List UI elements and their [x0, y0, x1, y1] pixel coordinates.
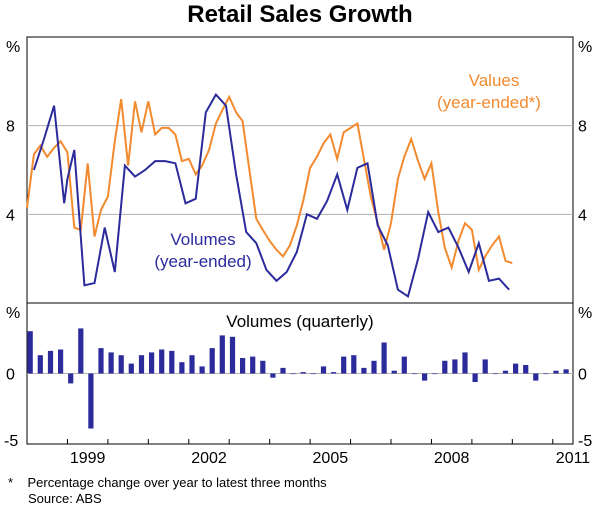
y-tick-label-left-4: 4: [6, 207, 15, 224]
top-panel-y-ticks: 4 4 8 8: [6, 119, 587, 225]
values-line: [26, 94, 513, 274]
bar-24: [270, 373, 276, 378]
bar-46: [492, 373, 498, 375]
x-tick-label-2008: 2008: [434, 450, 470, 467]
bar-4: [68, 373, 74, 384]
bar-18: [209, 348, 215, 374]
x-tick-label-2011: 2011: [556, 450, 591, 467]
bar-13: [159, 349, 165, 374]
bar-0: [27, 331, 33, 374]
bar-40: [432, 373, 438, 375]
bottom-panel-y-ticks: -5 -5 0 0: [4, 367, 592, 451]
bar-53: [563, 369, 569, 374]
bar-35: [381, 342, 387, 374]
values-sublabel: (year-ended*): [437, 93, 541, 112]
y-tick-label-left-8: 8: [6, 119, 15, 136]
values-label: Values: [469, 71, 520, 90]
bar-8: [108, 352, 114, 374]
volumes-sublabel: (year-ended): [154, 252, 251, 271]
bar-37: [401, 356, 407, 374]
top-right-unit: %: [578, 39, 592, 56]
bottom-right-unit: %: [578, 305, 592, 322]
bar-10: [128, 363, 134, 374]
footnote: * Percentage change over year to latest …: [8, 475, 327, 490]
bar-43: [462, 352, 468, 374]
bar-30: [331, 372, 337, 374]
bar-45: [482, 359, 488, 374]
x-tick-label-2002: 2002: [191, 450, 227, 467]
bar-42: [452, 359, 458, 374]
bar-34: [371, 360, 377, 374]
bar-5: [78, 328, 84, 374]
bar-52: [553, 370, 559, 374]
chart-title: Retail Sales Growth: [187, 1, 412, 28]
bottom-y-tick-right--5: -5: [578, 433, 592, 450]
bar-27: [300, 372, 306, 374]
bottom-y-tick-left-0: 0: [6, 367, 15, 384]
top-left-unit: %: [6, 39, 20, 56]
bar-1: [37, 355, 43, 374]
bar-49: [523, 365, 529, 374]
top-panel-gridlines: [27, 125, 573, 215]
bar-36: [391, 370, 397, 374]
bottom-left-unit: %: [6, 305, 20, 322]
bar-41: [442, 360, 448, 374]
x-tick-label-1999: 1999: [70, 450, 106, 467]
bar-16: [189, 355, 195, 374]
y-tick-label-right-4: 4: [578, 207, 587, 224]
x-axis: 1999 2002 2005 2008 2011: [26, 439, 591, 467]
bar-38: [411, 373, 418, 375]
quarterly-panel-label: Volumes (quarterly): [226, 312, 373, 331]
bar-2: [47, 350, 54, 374]
bar-21: [240, 358, 246, 374]
bottom-y-tick-left--5: -5: [4, 433, 18, 450]
source-note: Source: ABS: [28, 491, 102, 506]
bar-22: [250, 356, 256, 374]
bar-15: [179, 362, 185, 374]
bar-47: [502, 370, 509, 374]
volumes-line: [32, 92, 510, 299]
x-tick-label-2005: 2005: [313, 450, 349, 467]
bar-9: [118, 355, 124, 374]
bar-19: [219, 335, 225, 374]
bar-29: [320, 366, 327, 374]
bar-3: [58, 349, 64, 374]
bar-44: [472, 373, 478, 382]
bottom-y-tick-right-0: 0: [578, 367, 587, 384]
bar-26: [290, 373, 296, 375]
bar-17: [199, 366, 205, 374]
bar-11: [138, 355, 145, 374]
bar-31: [341, 356, 347, 374]
bar-51: [543, 373, 549, 375]
bar-25: [280, 367, 286, 374]
quarterly-bars: [27, 328, 569, 429]
bar-20: [229, 336, 236, 374]
bar-28: [310, 373, 316, 375]
bar-33: [361, 367, 367, 374]
bar-7: [98, 348, 104, 374]
bottom-panel: % % Volumes (quarterly) -5 -5 0 0: [4, 302, 592, 451]
bar-12: [149, 352, 155, 374]
bar-39: [422, 373, 428, 381]
bar-32: [351, 355, 357, 374]
volumes-label: Volumes: [170, 230, 235, 249]
bar-48: [513, 363, 519, 374]
bar-23: [260, 360, 266, 374]
y-tick-label-right-8: 8: [578, 119, 587, 136]
top-panel: % % 4 4 8 8 Values (year-ended*) Volumes (y…: [6, 36, 592, 304]
bar-50: [533, 373, 539, 381]
bar-14: [169, 350, 175, 374]
bar-6: [88, 373, 94, 429]
